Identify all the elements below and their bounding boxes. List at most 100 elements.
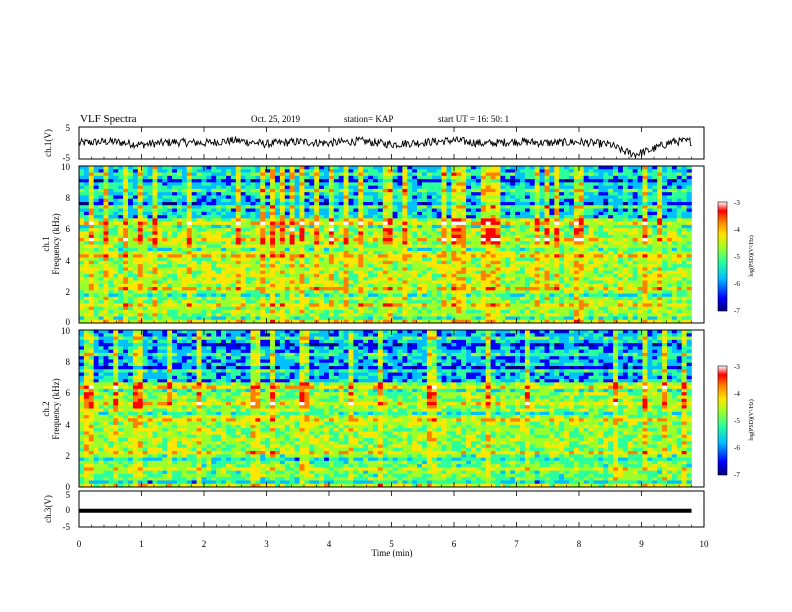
spec1-cell <box>211 172 217 177</box>
spec1-cell <box>549 172 555 177</box>
spec1-cell <box>564 211 570 216</box>
spec1-cell <box>250 313 256 317</box>
spec1-cell <box>309 211 315 216</box>
spec1-cell <box>583 166 589 170</box>
spec1-cell <box>392 260 398 265</box>
spec1-cell <box>569 208 575 213</box>
spec1-cell <box>382 273 388 278</box>
spec1-cell <box>529 205 535 209</box>
spec1-cell <box>495 169 501 173</box>
spec1-cell <box>461 231 467 235</box>
spec1-cell <box>539 237 545 242</box>
spec1-cell <box>333 244 339 249</box>
spec1-cell <box>147 218 153 222</box>
spec1-cell <box>294 224 300 229</box>
spec1-cell <box>328 303 335 307</box>
spec1-cell <box>353 208 359 213</box>
spec1-cell <box>83 316 90 321</box>
spec1-cell <box>270 166 276 170</box>
spec1-cell <box>260 303 266 307</box>
spec1-cell <box>328 224 335 229</box>
spec1-cell <box>265 215 271 219</box>
spec1-cell <box>490 283 496 288</box>
spec1-cell <box>226 192 232 196</box>
spec1-cell <box>495 192 501 196</box>
spec1-cell <box>93 224 99 229</box>
spec1-cell <box>230 251 237 255</box>
spec1-cell <box>417 188 423 193</box>
spec1-cell <box>216 316 222 321</box>
spec1-cell <box>544 198 550 203</box>
spec1-cell <box>299 270 305 275</box>
spec1-cell <box>157 244 163 249</box>
spec1-cell <box>578 195 584 200</box>
spec1-cell <box>573 228 580 232</box>
spec1-cell <box>240 228 246 232</box>
spec1-cell <box>539 244 545 249</box>
spec1-cell <box>319 175 325 180</box>
spec1-cell <box>505 169 511 173</box>
spec1-cell <box>250 166 256 170</box>
spec1-cell <box>534 244 540 249</box>
spec1-cell <box>128 293 134 298</box>
spec1-cell <box>177 195 183 200</box>
spec1-cell <box>466 287 472 291</box>
spec1-cell <box>167 175 173 180</box>
spec1-cell <box>128 244 134 249</box>
spec1-cell <box>230 198 237 203</box>
spec1-cell <box>475 287 482 291</box>
spec1-cell <box>559 169 565 173</box>
spec1-cell <box>431 300 437 304</box>
spec1-cell <box>240 208 246 213</box>
spec1-cell <box>79 201 85 206</box>
spec1-cell <box>392 303 398 307</box>
spec1-cell <box>103 283 109 288</box>
spec1-cell <box>573 208 580 213</box>
spec1-cell <box>132 277 139 281</box>
spec1-cell <box>216 257 222 262</box>
spec1-cell <box>324 237 330 242</box>
spec1-cell <box>578 316 584 321</box>
spec1-cell <box>456 218 462 222</box>
spec1-cell <box>270 316 276 321</box>
spec1-cell <box>167 293 173 298</box>
spec1-cell <box>314 215 320 219</box>
spec1-cell <box>539 221 545 226</box>
spec1-cell <box>544 175 550 180</box>
spec1-cell <box>397 228 403 232</box>
spec1-cell <box>569 244 575 249</box>
spec1-cell <box>196 306 202 311</box>
spec1-cell <box>510 221 516 226</box>
spec1-cell <box>348 185 354 190</box>
spec1-cell <box>196 270 202 275</box>
spec1-cell <box>480 277 486 281</box>
spec1-cell <box>177 179 183 183</box>
spec1-cell <box>461 182 467 186</box>
spec1-cell <box>417 231 423 235</box>
spec1-cell <box>118 287 124 291</box>
spec1-cell <box>103 237 109 242</box>
spec1-cell <box>373 195 379 200</box>
spec1-cell <box>255 201 261 206</box>
spec1-cell <box>181 218 188 222</box>
spec1-cell <box>108 257 114 262</box>
spec1-cell <box>515 215 521 219</box>
spec1-cell <box>304 182 310 186</box>
spec1-cell <box>392 293 398 298</box>
spec1-cell <box>397 287 403 291</box>
ch1-spectrogram-image <box>79 166 692 324</box>
spec1-cell <box>196 185 202 190</box>
spec1-cell <box>534 192 540 196</box>
spec1-cell <box>250 188 256 193</box>
spec1-cell <box>294 260 300 265</box>
spec1-cell <box>191 169 197 173</box>
spec1-cell <box>412 273 418 278</box>
spec1-cell <box>515 257 521 262</box>
spec1-cell <box>142 221 148 226</box>
spec1-cell <box>123 192 129 196</box>
spec1-cell <box>152 290 158 294</box>
spec1-cell <box>358 205 364 209</box>
spec1-cell <box>520 185 526 190</box>
spec1-cell <box>407 254 413 258</box>
spec1-cell <box>451 290 457 294</box>
